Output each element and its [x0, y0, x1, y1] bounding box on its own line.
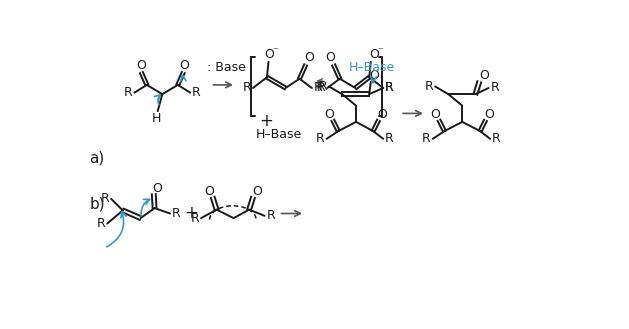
Text: O: O — [304, 51, 314, 64]
Text: R: R — [314, 82, 323, 94]
Text: O: O — [252, 185, 262, 198]
Text: R: R — [267, 209, 276, 222]
Text: ⁻: ⁻ — [377, 46, 383, 56]
Text: O: O — [179, 59, 189, 72]
Text: O: O — [264, 48, 274, 62]
Text: b): b) — [89, 197, 105, 212]
Text: O: O — [484, 108, 494, 121]
Text: +: + — [259, 112, 273, 130]
Text: : Base: : Base — [206, 62, 245, 74]
Text: R: R — [492, 132, 501, 145]
Text: R: R — [172, 207, 181, 220]
Text: O: O — [136, 59, 147, 72]
Text: H–Base: H–Base — [348, 61, 395, 74]
Text: O: O — [479, 69, 489, 82]
Text: R: R — [385, 82, 394, 94]
Text: R: R — [316, 132, 325, 145]
Text: R: R — [425, 80, 433, 93]
Text: O: O — [324, 108, 334, 121]
Text: R: R — [242, 82, 251, 94]
Text: H: H — [152, 112, 161, 124]
Text: O: O — [377, 108, 387, 121]
Text: R: R — [318, 80, 327, 93]
Text: a): a) — [89, 151, 104, 165]
Text: R: R — [385, 82, 394, 94]
Text: R: R — [97, 217, 106, 230]
Text: O: O — [153, 182, 163, 194]
Text: R: R — [191, 212, 199, 225]
Text: O: O — [370, 69, 380, 82]
Text: O: O — [326, 51, 335, 64]
Text: R: R — [124, 86, 133, 99]
Text: R: R — [385, 132, 394, 145]
Text: ⁻: ⁻ — [272, 46, 279, 56]
Text: R: R — [101, 192, 109, 205]
Text: R: R — [491, 82, 499, 94]
Text: H–Base: H–Base — [255, 128, 302, 141]
Text: +: + — [184, 205, 198, 222]
Text: O: O — [430, 108, 440, 121]
Text: R: R — [422, 132, 431, 145]
Text: R: R — [192, 86, 201, 99]
Text: O: O — [204, 185, 214, 198]
Text: O: O — [369, 48, 379, 62]
Text: R: R — [317, 82, 326, 94]
